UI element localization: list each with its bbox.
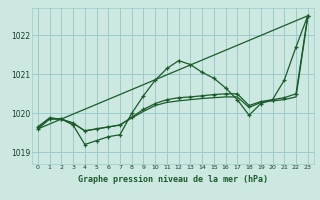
- X-axis label: Graphe pression niveau de la mer (hPa): Graphe pression niveau de la mer (hPa): [78, 175, 268, 184]
